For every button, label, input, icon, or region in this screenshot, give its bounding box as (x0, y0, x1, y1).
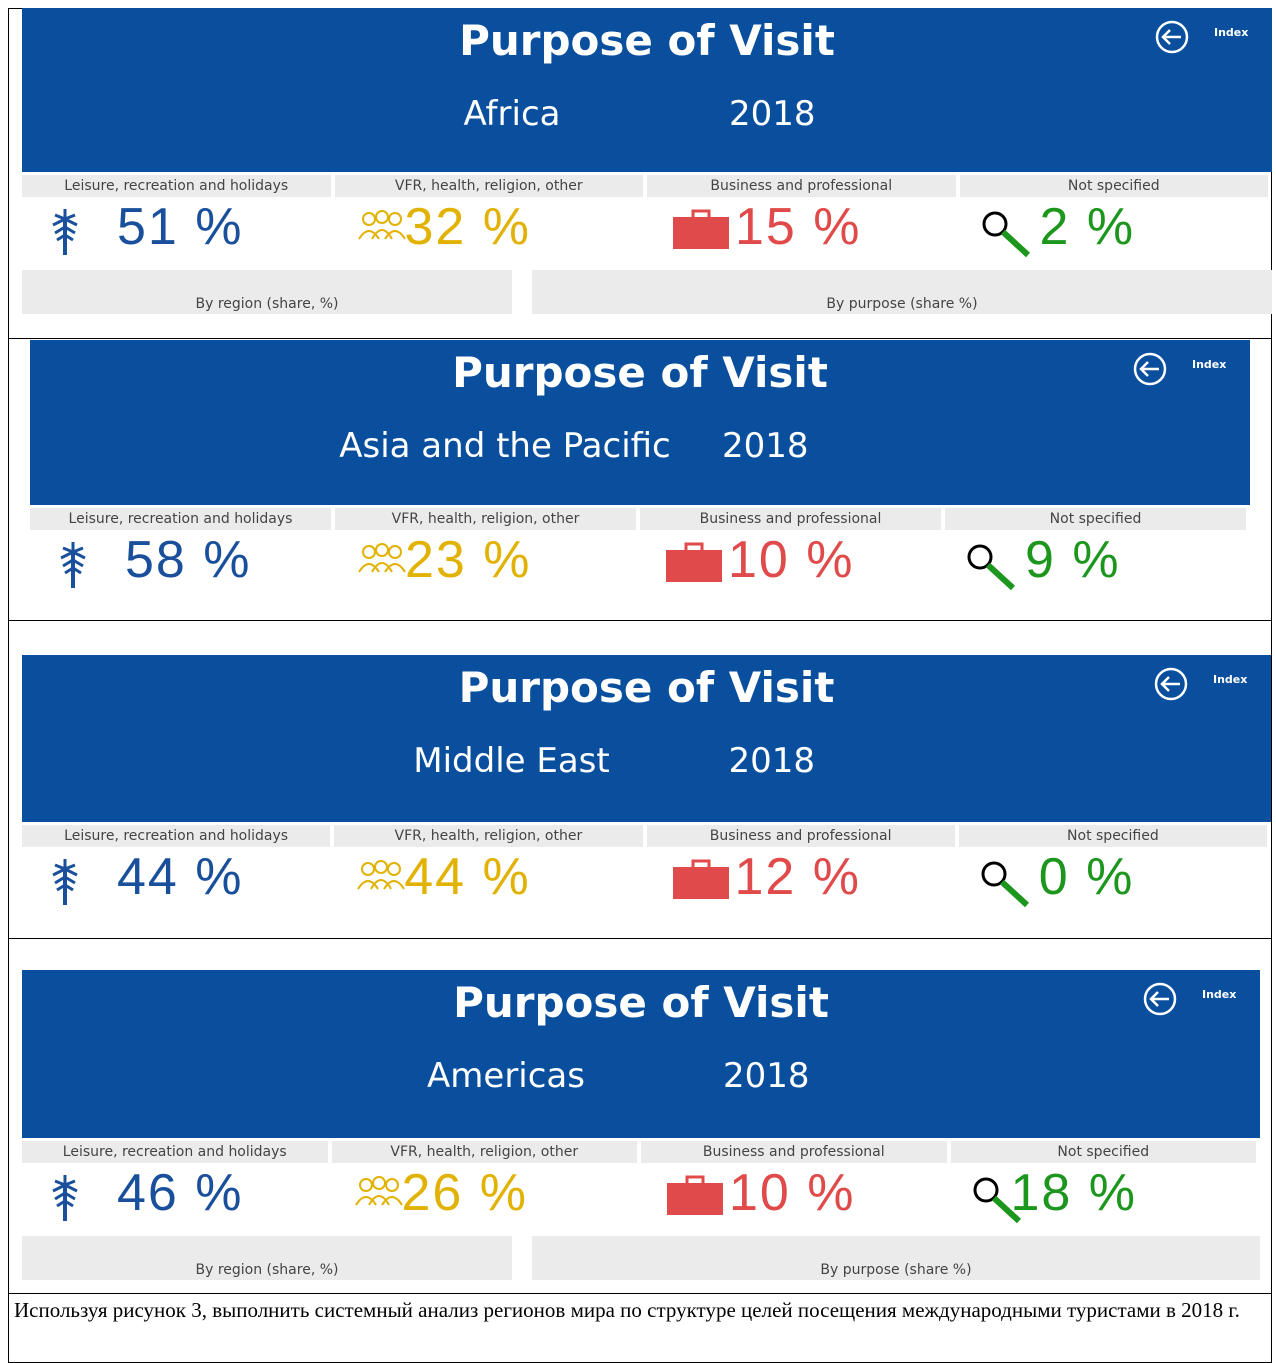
purpose-icon (50, 209, 80, 259)
purpose-icon (979, 859, 1031, 913)
border-line (8, 620, 1272, 621)
purpose-value: 26 % (401, 1164, 529, 1222)
purpose-value: 12 % (734, 848, 862, 906)
header-bar (22, 970, 1260, 1138)
purpose-value: 32 % (404, 198, 532, 256)
purpose-icon (354, 1175, 404, 1213)
purpose-label: Not specified (945, 508, 1246, 530)
panel-title: Purpose of Visit (453, 978, 829, 1027)
border-line (8, 8, 9, 1363)
purpose-value: 23 % (405, 531, 532, 589)
purpose-value: 9 % (1025, 531, 1121, 589)
purpose-value: 10 % (728, 531, 855, 589)
purpose-value: 44 % (117, 848, 244, 906)
purpose-value: 44 % (404, 848, 531, 906)
footer-label: By purpose (share %) (532, 1236, 1260, 1280)
border-line (1271, 8, 1272, 1363)
purpose-icon (357, 209, 407, 247)
purpose-icon (50, 859, 80, 909)
panel-title: Purpose of Visit (452, 348, 828, 397)
purpose-label: VFR, health, religion, other (335, 508, 636, 530)
border-line (8, 1293, 1272, 1294)
purpose-value: 46 % (117, 1164, 244, 1222)
purpose-label: Business and professional (640, 508, 941, 530)
index-icon (1133, 352, 1167, 386)
index-icon (1155, 20, 1189, 54)
header-bar (22, 655, 1271, 822)
footer-label: By region (share, %) (22, 1236, 512, 1280)
footer-label: By purpose (share %) (532, 270, 1272, 314)
purpose-value: 15 % (735, 198, 862, 256)
panel-title: Purpose of Visit (459, 16, 835, 65)
purpose-label: Leisure, recreation and holidays (30, 508, 331, 530)
purpose-label: Business and professional (647, 175, 956, 197)
year: 2018 (729, 94, 816, 134)
purpose-label: VFR, health, religion, other (334, 175, 643, 197)
purpose-icon (50, 1175, 80, 1225)
year: 2018 (728, 741, 816, 781)
purpose-icon (673, 209, 729, 253)
purpose-label: Business and professional (646, 825, 955, 847)
year: 2018 (722, 426, 809, 466)
purpose-icon (666, 542, 722, 586)
purpose-label: Not specified (959, 175, 1268, 197)
header-bar (30, 340, 1250, 505)
region: Middle East (413, 741, 610, 781)
purpose-icon (965, 542, 1017, 596)
index-icon (1154, 667, 1188, 701)
purpose-value: 2 % (1039, 198, 1136, 256)
index-link[interactable]: Index (1214, 26, 1249, 39)
index-link[interactable]: Index (1213, 673, 1248, 686)
border-line (8, 938, 1272, 939)
year: 2018 (723, 1056, 810, 1096)
purpose-value: 10 % (729, 1164, 856, 1222)
border-line (8, 338, 1272, 339)
purpose-label: Not specified (958, 825, 1267, 847)
purpose-label: Business and professional (641, 1141, 947, 1163)
purpose-icon (58, 542, 88, 592)
purpose-label: Not specified (950, 1141, 1256, 1163)
purpose-icon (971, 1175, 1023, 1229)
index-link[interactable]: Index (1192, 358, 1227, 371)
index-icon (1143, 982, 1177, 1016)
purpose-label: Leisure, recreation and holidays (22, 1141, 328, 1163)
index-link[interactable]: Index (1202, 988, 1237, 1001)
purpose-label: Leisure, recreation and holidays (22, 825, 331, 847)
purpose-icon (667, 1175, 723, 1219)
purpose-label: VFR, health, religion, other (331, 1141, 637, 1163)
purpose-icon (980, 209, 1032, 263)
purpose-icon (672, 859, 729, 903)
header-bar (22, 8, 1272, 172)
purpose-label: Leisure, recreation and holidays (22, 175, 331, 197)
purpose-icon (356, 859, 406, 897)
region: Americas (427, 1056, 585, 1096)
footer-label: By region (share, %) (22, 270, 512, 314)
panel-title: Purpose of Visit (458, 663, 835, 712)
purpose-value: 0 % (1038, 848, 1135, 906)
purpose-icon (357, 542, 407, 580)
purpose-value: 18 % (1010, 1164, 1138, 1222)
region: Asia and the Pacific (339, 426, 671, 466)
purpose-label: VFR, health, religion, other (334, 825, 643, 847)
purpose-value: 58 % (125, 531, 252, 589)
purpose-value: 51 % (117, 198, 244, 256)
region: Africa (463, 94, 561, 134)
caption: Используя рисунок 3, выполнить системный… (14, 1298, 1240, 1322)
